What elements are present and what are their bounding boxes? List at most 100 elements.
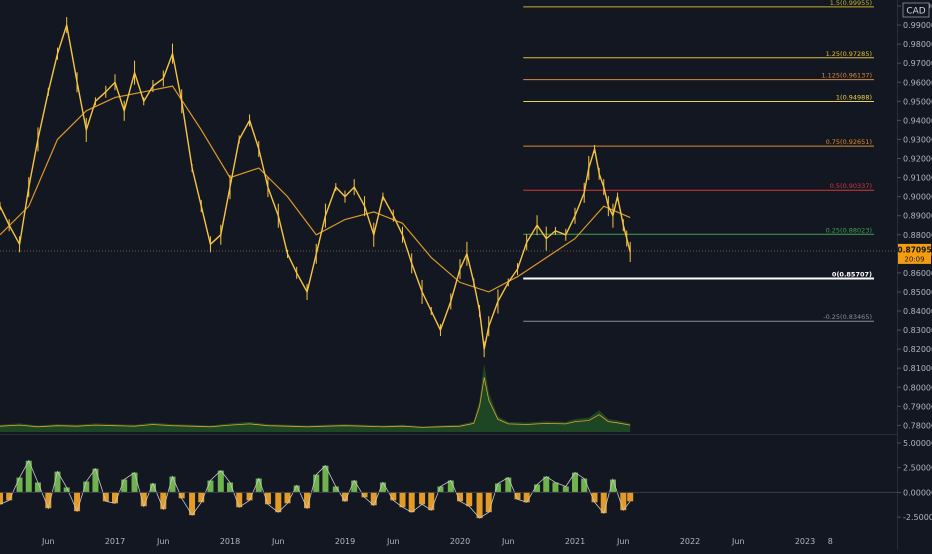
oscillator-bar [437, 486, 444, 493]
oscillator-bar [198, 492, 205, 503]
volume-fill [0, 363, 631, 432]
oscillator-bar [534, 484, 541, 493]
oscillator-bar [457, 492, 463, 502]
oscillator-bar [169, 476, 176, 493]
oscillator-panel[interactable] [0, 459, 634, 519]
last-price-tag [898, 243, 931, 264]
x-tick-label: Jun [616, 537, 630, 546]
oscillator-bar [390, 492, 397, 501]
oscillator-bar [609, 479, 616, 493]
oscillator-bar [342, 492, 348, 502]
volume-ma-line [0, 377, 631, 428]
oscillator-bar [34, 482, 41, 493]
fib-level-label: 1.125(0.96137) [821, 72, 872, 80]
oscillator-bar [523, 492, 530, 503]
x-tick-label: 2017 [105, 537, 125, 546]
oscillator-bar [505, 477, 512, 493]
oscillator-bar [25, 460, 32, 493]
y-tick-label: 0.78000 [903, 421, 932, 430]
x-tick-label: Jun [501, 537, 515, 546]
oscillator-bar [255, 478, 262, 493]
x-tick-label: 2022 [680, 537, 700, 546]
oscillator-bar [476, 492, 483, 519]
oscillator-bar [379, 482, 386, 493]
oscillator-bar [236, 492, 243, 508]
oscillator-bar [447, 480, 454, 493]
x-tick-label: 2021 [565, 537, 585, 546]
oscillator-bar [408, 492, 415, 513]
oscillator-bar [332, 486, 339, 493]
oscillator-bar [552, 482, 559, 493]
oscillator-line [0, 459, 631, 519]
oscillator-bar [92, 468, 99, 493]
x-tick-label: 2023 [795, 537, 815, 546]
fib-level-label: 0.25(0.88023) [826, 226, 872, 234]
oscillator-bar [620, 492, 627, 511]
oscillator-bar [149, 483, 156, 493]
x-tick-label: 2020 [450, 537, 470, 546]
oscillator-bar [207, 480, 214, 493]
fib-level-label: 0(0.85707) [832, 270, 872, 278]
oscillator-bar [131, 472, 138, 493]
oscillator-bar [581, 478, 588, 493]
x-tick-label: Jun [271, 537, 285, 546]
volume-area [0, 363, 631, 432]
moving-average-lines [0, 85, 631, 293]
oscillator-bar [178, 492, 185, 499]
ma-slow-line [0, 85, 631, 293]
oscillator-bar [227, 482, 233, 493]
oscillator-bar [74, 492, 81, 512]
oscillator-bar [112, 492, 118, 504]
currency-label[interactable]: CAD [902, 2, 930, 18]
oscillator-bar [189, 492, 196, 516]
fib-level-label: 0.75(0.92651) [826, 138, 872, 146]
countdown-value: 20:09 [904, 255, 924, 263]
oscillator-bar [264, 492, 271, 505]
oscillator-bar [627, 492, 634, 502]
oscillator-bar [562, 486, 569, 493]
oscillator-bar [572, 472, 578, 493]
osc-y-tick-label: 0.00000 [903, 488, 932, 497]
oscillator-bar [370, 492, 377, 506]
oscillator-bar [293, 485, 300, 493]
oscillator-bar [543, 476, 550, 493]
fib-level-label: -0.25(0.83465) [823, 313, 872, 321]
price-line [0, 24, 631, 350]
x-tick-label: 2018 [220, 537, 240, 546]
oscillator-bar [284, 492, 291, 504]
x-tick-label: Jun [156, 537, 170, 546]
oscillator-bar [361, 492, 368, 498]
x-tick-label: Jun [41, 537, 55, 546]
oscillator-bar [83, 481, 90, 493]
oscillator-bar [102, 492, 109, 502]
x-tick-label: Jun [386, 537, 400, 546]
fibonacci-levels[interactable]: 1.5(0.99955) 1.25(0.97285) 1.125(0.96137) 1… [523, 0, 874, 322]
oscillator-bar [591, 492, 598, 503]
oscillator-bar [485, 492, 492, 513]
price-series[interactable] [0, 17, 631, 358]
fib-level-label: 0.5(0.90337) [830, 182, 872, 190]
oscillator-bar [6, 492, 13, 501]
oscillator-bar [0, 492, 3, 505]
